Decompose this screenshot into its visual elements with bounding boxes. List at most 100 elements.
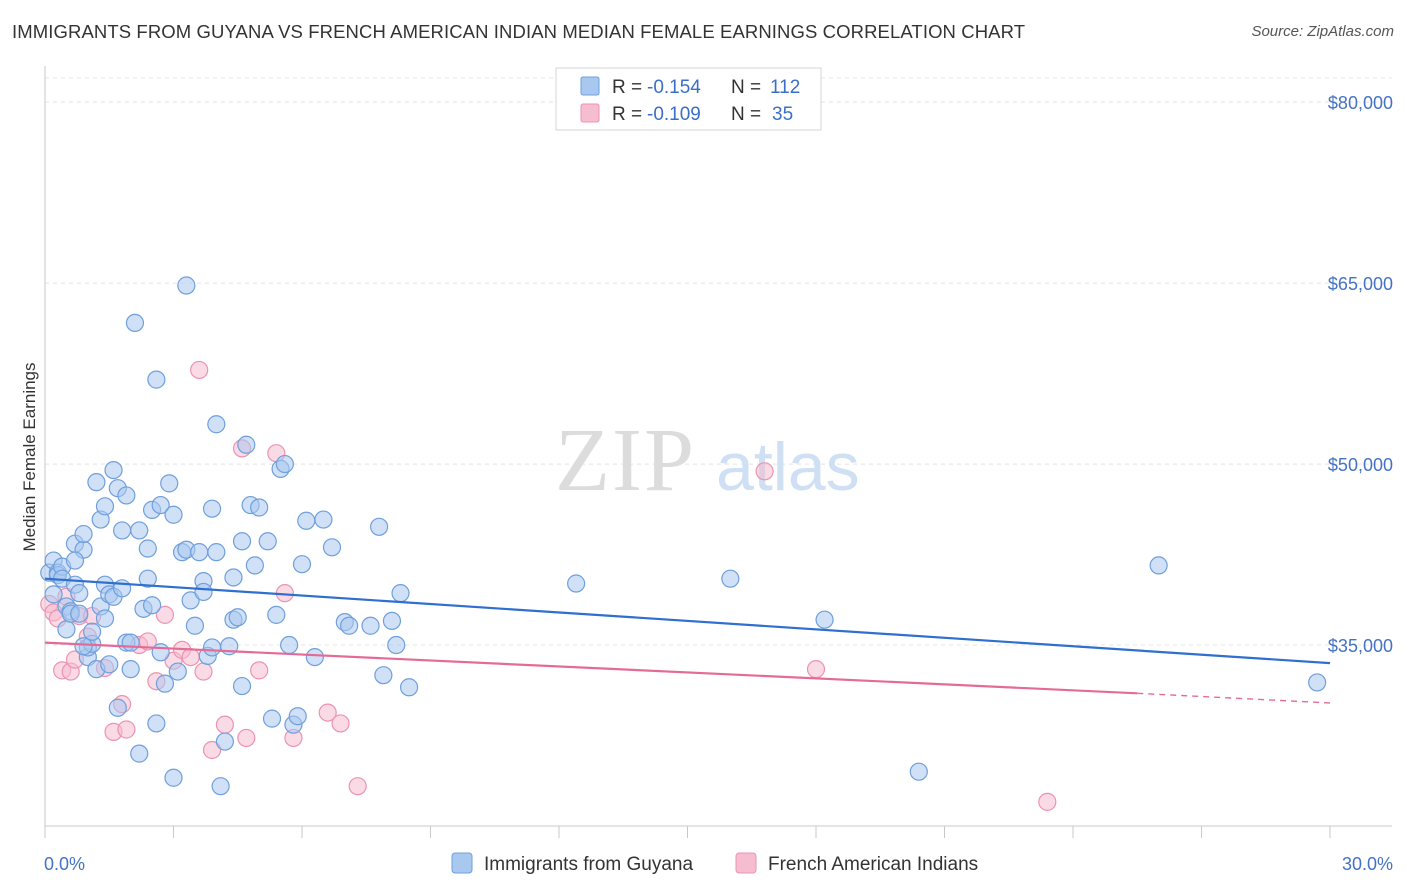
data-point-immigrants-from-guyana xyxy=(207,415,226,434)
data-point-immigrants-from-guyana xyxy=(215,732,234,751)
legend-r-value: -0.109 xyxy=(647,104,701,125)
data-point-immigrants-from-guyana xyxy=(322,538,342,557)
data-point-immigrants-from-guyana xyxy=(815,610,834,629)
data-point-french-american-indians xyxy=(194,662,213,681)
data-point-immigrants-from-guyana xyxy=(1149,556,1168,575)
data-point-immigrants-from-guyana xyxy=(74,524,93,544)
data-point-immigrants-from-guyana xyxy=(382,611,402,631)
data-point-immigrants-from-guyana xyxy=(340,616,359,635)
data-point-immigrants-from-guyana xyxy=(160,474,179,493)
data-point-immigrants-from-guyana xyxy=(70,584,89,603)
data-point-immigrants-from-guyana xyxy=(275,454,294,474)
data-point-immigrants-from-guyana xyxy=(130,744,149,763)
data-point-immigrants-from-guyana xyxy=(391,584,410,603)
data-point-immigrants-from-guyana xyxy=(280,635,299,655)
data-point-immigrants-from-guyana xyxy=(151,643,170,662)
data-point-french-american-indians xyxy=(250,661,269,680)
legend-r-value: -0.154 xyxy=(647,77,701,98)
legend-n-value: 35 xyxy=(772,104,793,125)
y-axis-ticks: $35,000 $50,000 $65,000 $80,000 xyxy=(1328,93,1393,656)
data-point-immigrants-from-guyana xyxy=(155,674,175,693)
data-point-immigrants-from-guyana xyxy=(292,555,312,574)
data-point-french-american-indians xyxy=(348,777,367,796)
y-axis-label: Median Female Earnings xyxy=(20,363,39,552)
data-point-immigrants-from-guyana xyxy=(232,532,252,551)
x-axis-ticks: 0.0% 30.0% xyxy=(44,854,1393,874)
x-tick-label: 0.0% xyxy=(44,854,85,874)
data-point-french-american-indians xyxy=(755,462,774,481)
data-point-immigrants-from-guyana xyxy=(361,616,380,635)
legend-swatch-guyana xyxy=(451,852,473,874)
data-point-immigrants-from-guyana xyxy=(147,370,166,389)
data-point-french-american-indians xyxy=(331,714,350,733)
data-point-immigrants-from-guyana xyxy=(130,521,149,540)
chart-source: Source: ZipAtlas.com xyxy=(1251,23,1394,40)
data-point-immigrants-from-guyana xyxy=(258,532,277,551)
data-point-immigrants-from-guyana xyxy=(121,660,140,679)
data-point-immigrants-from-guyana xyxy=(387,635,406,655)
series-legend: Immigrants from Guyana French American I… xyxy=(451,852,978,875)
data-point-immigrants-from-guyana xyxy=(194,582,213,602)
data-point-immigrants-from-guyana xyxy=(305,647,324,667)
legend-n-label: N = xyxy=(731,77,761,98)
data-point-immigrants-from-guyana xyxy=(185,616,205,635)
y-tick-label: $65,000 xyxy=(1328,274,1393,294)
data-point-immigrants-from-guyana xyxy=(228,608,247,627)
data-point-immigrants-from-guyana xyxy=(125,313,145,333)
data-point-immigrants-from-guyana xyxy=(250,498,269,517)
data-point-french-american-indians xyxy=(181,647,200,667)
data-point-immigrants-from-guyana xyxy=(164,505,183,524)
data-point-immigrants-from-guyana xyxy=(147,714,166,733)
data-point-immigrants-from-guyana xyxy=(267,605,286,624)
data-point-immigrants-from-guyana xyxy=(65,551,85,570)
data-point-immigrants-from-guyana xyxy=(168,662,187,681)
legend-swatch-pink xyxy=(580,103,600,123)
data-point-immigrants-from-guyana xyxy=(70,604,89,623)
legend-r-label: R = xyxy=(612,77,642,98)
data-point-immigrants-from-guyana xyxy=(44,585,63,604)
data-point-immigrants-from-guyana xyxy=(121,633,140,652)
data-point-immigrants-from-guyana xyxy=(909,762,928,781)
data-point-immigrants-from-guyana xyxy=(399,678,419,697)
data-point-french-american-indians xyxy=(806,660,826,679)
data-point-immigrants-from-guyana xyxy=(314,510,333,529)
x-tick-label: 30.0% xyxy=(1342,854,1393,874)
data-point-french-american-indians xyxy=(215,715,234,734)
axes xyxy=(44,66,1392,838)
legend-french-american-indians-label: French American Indians xyxy=(768,854,978,875)
data-point-immigrants-from-guyana xyxy=(202,499,222,518)
data-point-immigrants-from-guyana xyxy=(374,666,393,685)
data-point-immigrants-from-guyana xyxy=(108,698,127,717)
data-point-immigrants-from-guyana xyxy=(721,569,740,588)
legend-n-value: 112 xyxy=(770,77,800,98)
data-point-immigrants-from-guyana xyxy=(224,568,243,587)
data-point-immigrants-from-guyana xyxy=(232,676,252,696)
watermark-atlas: atlas xyxy=(716,429,860,505)
y-tick-label: $50,000 xyxy=(1328,455,1393,475)
chart-title: IMMIGRANTS FROM GUYANA VS FRENCH AMERICA… xyxy=(12,21,1026,42)
data-point-immigrants-from-guyana xyxy=(567,574,586,593)
data-point-immigrants-from-guyana xyxy=(100,655,119,674)
data-point-immigrants-from-guyana xyxy=(1308,673,1327,692)
data-point-immigrants-from-guyana xyxy=(57,620,76,639)
data-point-immigrants-from-guyana xyxy=(95,497,115,516)
trend-line-french-american-indians-extension xyxy=(1137,692,1331,704)
legend-n-label: N = xyxy=(731,104,761,125)
data-point-french-american-indians xyxy=(202,740,222,760)
data-point-immigrants-from-guyana xyxy=(202,638,222,657)
data-point-immigrants-from-guyana xyxy=(112,521,132,540)
data-point-immigrants-from-guyana xyxy=(297,511,316,530)
data-point-immigrants-from-guyana xyxy=(370,517,389,536)
trend-line-guyana xyxy=(44,577,1331,665)
data-point-french-american-indians xyxy=(117,720,136,739)
data-point-immigrants-from-guyana xyxy=(151,495,170,515)
data-point-immigrants-from-guyana xyxy=(181,591,200,610)
data-point-immigrants-from-guyana xyxy=(117,486,136,505)
data-point-immigrants-from-guyana xyxy=(177,276,196,295)
data-point-immigrants-from-guyana xyxy=(74,637,93,656)
legend-swatch-french-american-indians xyxy=(735,852,757,874)
data-point-immigrants-from-guyana xyxy=(95,609,115,628)
series-immigrants-from-guyana xyxy=(40,276,1327,796)
legend-guyana-label: Immigrants from Guyana xyxy=(484,854,693,875)
trend-lines xyxy=(44,577,1331,704)
